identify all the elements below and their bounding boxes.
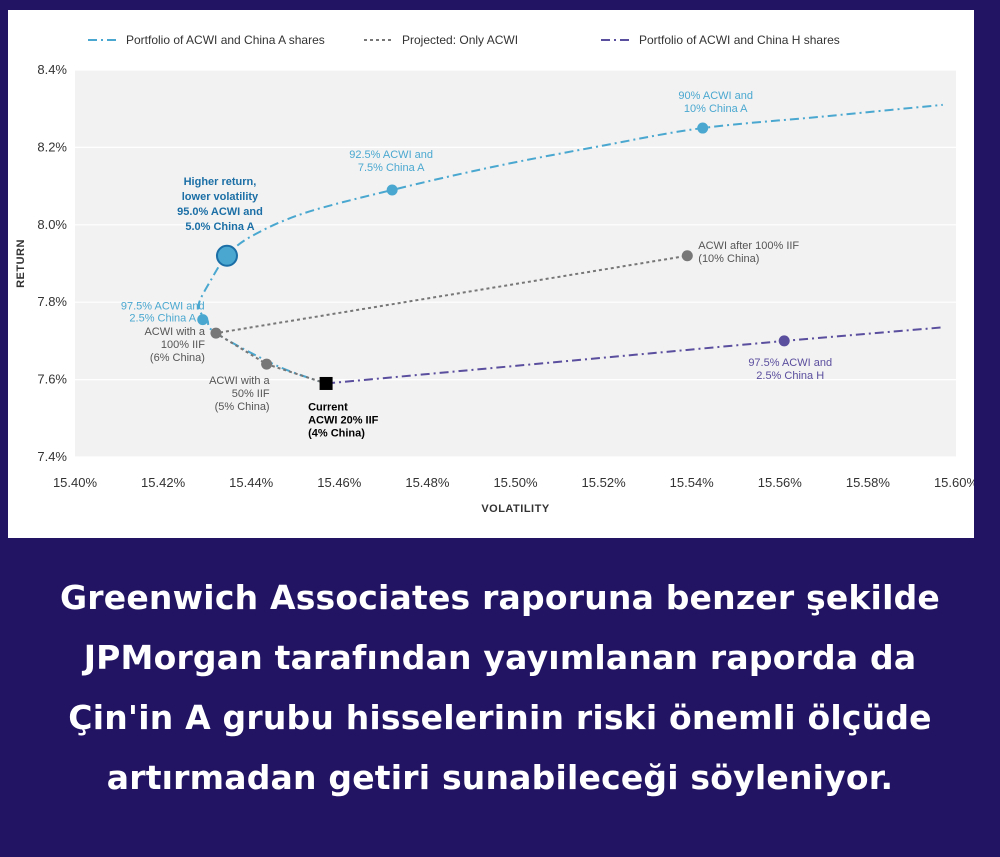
point-label: 2.5% China A [129,313,196,325]
current-portfolio-label: ACWI 20% IIF [308,414,379,426]
point-label: 10% China A [684,103,748,115]
x-tick-label: 15.40% [53,475,98,490]
x-tick-label: 15.50% [493,475,538,490]
highlight-label: 95.0% ACWI and [177,206,263,218]
point-label: 7.5% China A [358,162,425,174]
y-tick-label: 8.4% [37,62,67,77]
caption: Greenwich Associates raporuna benzer şek… [20,568,980,808]
legend: Portfolio of ACWI and China A shares Proj… [88,33,840,47]
legend-label: Portfolio of ACWI and China H shares [639,33,840,47]
data-point [778,335,790,347]
legend-label: Projected: Only ACWI [402,33,518,47]
y-tick-label: 8.0% [37,217,67,232]
point-label: ACWI with a [209,375,270,387]
data-point [681,250,693,262]
y-tick-label: 7.6% [37,372,67,387]
caption-line: Greenwich Associates raporuna benzer şek… [60,578,940,617]
x-tick-label: 15.44% [229,475,274,490]
y-tick-label: 8.2% [37,139,67,154]
data-point [697,122,709,134]
x-tick-label: 15.54% [670,475,715,490]
current-portfolio-label: (4% China) [308,427,365,439]
data-point [261,358,273,370]
y-axis-title: RETURN [15,239,27,288]
current-portfolio-marker [319,376,333,390]
caption-line: Çin'in A grubu hisselerinin riski önemli… [68,698,932,737]
x-axis-title: VOLATILITY [481,503,550,515]
point-label: ACWI with a [144,326,205,338]
highlight-point [215,244,238,267]
highlight-label: lower volatility [182,191,259,203]
point-label: (6% China) [150,352,205,364]
point-label: 90% ACWI and [678,90,753,102]
x-tick-label: 15.46% [317,475,362,490]
y-tick-label: 7.4% [37,449,67,464]
point-label: 100% IIF [161,339,205,351]
data-point [197,314,209,326]
chart-card: 7.4% 7.6% 7.8% 8.0% 8.2% 8.4% 15.40% 15.42% 15.4… [8,10,974,538]
y-tick-label: 7.8% [37,294,67,309]
x-tick-label: 15.58% [846,475,891,490]
caption-line: JPMorgan tarafından yayımlanan raporda d… [83,638,917,677]
point-label: 50% IIF [232,388,270,400]
point-label: 97.5% ACWI and [121,301,205,313]
point-label: 92.5% ACWI and [349,149,433,161]
point-label: (5% China) [215,401,270,413]
data-point [210,327,222,339]
x-tick-label: 15.42% [141,475,186,490]
highlight-label: Higher return, [184,176,257,188]
x-tick-label: 15.48% [405,475,450,490]
highlight-label: 5.0% China A [185,221,254,233]
x-tick-label: 15.52% [582,475,627,490]
x-tick-label: 15.60% [934,475,974,490]
caption-line: artırmadan getiri sunabileceği söyleniyo… [106,758,894,797]
point-label: 97.5% ACWI and [748,357,832,369]
point-label: 2.5% China H [756,370,824,382]
current-portfolio-label: Current [308,401,348,413]
point-label: ACWI after 100% IIF [698,240,799,252]
x-tick-label: 15.56% [758,475,803,490]
legend-label: Portfolio of ACWI and China A shares [126,33,325,47]
chart: 7.4% 7.6% 7.8% 8.0% 8.2% 8.4% 15.40% 15.42% 15.4… [15,33,974,515]
plot-area [75,70,956,457]
point-label: (10% China) [698,253,759,265]
data-point [386,184,398,196]
series-line [213,254,688,385]
